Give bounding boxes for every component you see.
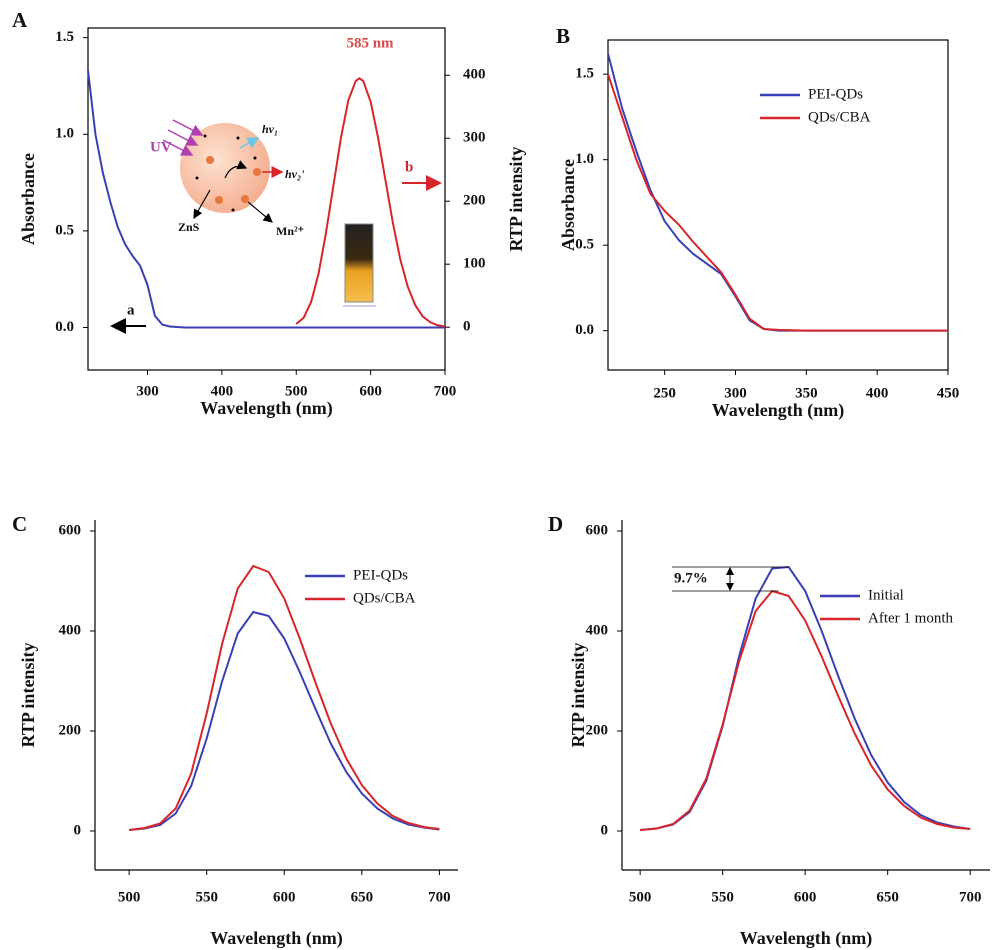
x-tick-label: 650 [876,889,899,905]
panel-label: A [12,8,28,32]
y-axis-title: RTP intensity [568,643,588,748]
y-tick-label: 1.0 [575,151,594,167]
x-tick-label: 600 [359,383,382,399]
y2-tick-label: 0 [463,319,471,335]
legend-label: After 1 month [868,610,953,626]
peak-label: 585 nm [346,35,394,51]
panel-label: C [12,512,27,536]
x-tick-label: 550 [195,889,218,905]
x-tick-label: 500 [118,889,141,905]
x-tick-label: 600 [794,889,817,905]
x-tick-label: 400 [866,385,889,401]
y2-tick-label: 100 [463,256,486,272]
legend-label: Initial [868,587,904,603]
y-tick-label: 0 [74,822,82,838]
x-axis-title: Wavelength (nm) [712,400,845,421]
series-line [129,564,440,831]
plot-frame [607,39,949,371]
series-line [129,610,440,831]
y2-tick-label: 200 [463,193,486,209]
arrow-label: b [405,159,413,175]
x-tick-label: 500 [285,383,308,399]
y-tick-label: 400 [59,622,82,638]
y-tick-label: 1.0 [55,126,74,142]
inset-diagram [162,119,376,307]
annotation-label: 9.7% [674,570,708,586]
x-axis-title: Wavelength (nm) [200,398,333,419]
x-tick-label: 650 [351,889,374,905]
legend-label: PEI-QDs [808,86,863,102]
legend-label: PEI-QDs [353,567,408,583]
y-tick-label: 600 [586,522,609,538]
legend-label: QDs/CBA [353,590,416,606]
x-tick-label: 500 [629,889,652,905]
y-tick-label: 1.5 [575,66,594,82]
inset-label: hν₁ [262,122,278,136]
series-line [295,77,446,328]
legend-label: QDs/CBA [808,109,871,125]
inset-label: ZnS [178,220,200,234]
y2-axis-title: RTP intensity [506,147,526,252]
y-tick-label: 200 [586,722,609,738]
x-tick-label: 350 [795,385,818,401]
x-tick-label: 550 [711,889,734,905]
series-line [607,73,948,332]
plot-frame [87,27,446,371]
y-axis-title: Absorbance [18,153,38,245]
y-tick-label: 200 [59,722,82,738]
x-tick-label: 450 [937,385,960,401]
x-tick-label: 700 [434,383,457,399]
arrow-label: a [127,302,135,318]
inset-label: hν₂' [285,167,305,181]
y-tick-label: 0.5 [55,222,74,238]
x-tick-label: 400 [211,383,234,399]
y-tick-label: 0.0 [55,319,74,335]
y-axis-title: Absorbance [558,159,578,251]
y-tick-label: 1.5 [55,29,74,45]
y-tick-label: 0 [601,822,609,838]
y-axis-title: RTP intensity [18,643,38,748]
inset-label: Mn²⁺ [276,224,304,238]
x-tick-label: 300 [724,385,747,401]
y-tick-label: 0.5 [575,237,594,253]
x-tick-label: 700 [959,889,982,905]
inset-label: UV [150,139,172,155]
y2-tick-label: 400 [463,67,486,83]
series-line [640,589,971,831]
y2-tick-label: 300 [463,130,486,146]
series-line [640,565,971,831]
y-tick-label: 400 [586,622,609,638]
x-tick-label: 250 [653,385,676,401]
x-axis-title: Wavelength (nm) [210,928,343,949]
panel-label: B [556,24,570,48]
series-line [87,70,445,329]
x-tick-label: 300 [136,383,159,399]
x-axis-title: Wavelength (nm) [740,928,873,949]
x-tick-label: 600 [273,889,296,905]
y-tick-label: 600 [59,522,82,538]
x-tick-label: 700 [428,889,451,905]
panel-label: D [548,512,563,536]
y-tick-label: 0.0 [575,322,594,338]
